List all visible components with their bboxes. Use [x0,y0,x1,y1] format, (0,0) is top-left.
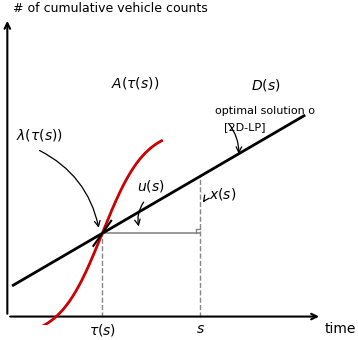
Text: # of cumulative vehicle counts: # of cumulative vehicle counts [13,2,208,15]
Text: $\lambda(\tau(s))$: $\lambda(\tau(s))$ [16,127,63,143]
Text: optimal solution o: optimal solution o [215,106,315,116]
Text: $A(\tau(s))$: $A(\tau(s))$ [111,75,159,91]
Text: $s$: $s$ [196,322,205,336]
Text: [2D-LP]: [2D-LP] [224,122,265,133]
Text: $u(s)$: $u(s)$ [137,178,165,194]
Text: $D(s)$: $D(s)$ [251,78,280,94]
Text: time: time [325,322,356,336]
Text: $\tau(s)$: $\tau(s)$ [89,322,116,338]
Text: $x(s)$: $x(s)$ [209,186,237,202]
